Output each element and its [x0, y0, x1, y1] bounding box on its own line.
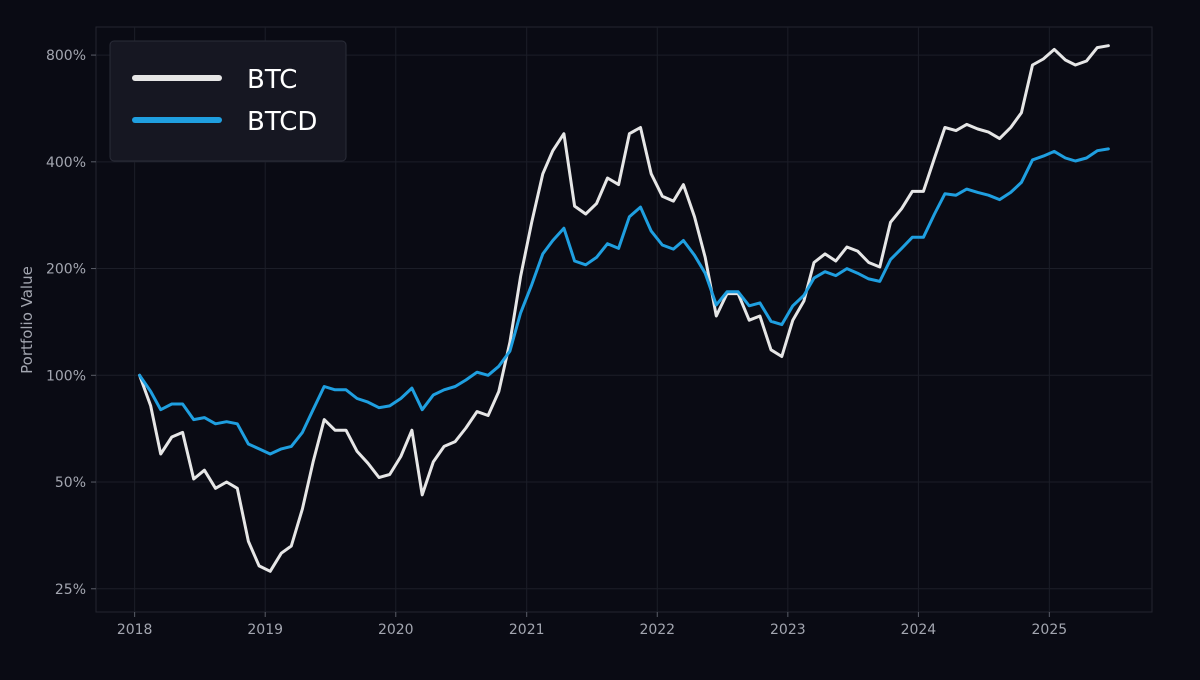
- x-tick-label: 2022: [639, 622, 675, 638]
- x-tick-label: 2024: [901, 622, 937, 638]
- y-axis-title: Portfolio Value: [18, 266, 36, 374]
- x-tick-label: 2020: [378, 622, 414, 638]
- series-lines: [138, 44, 1110, 573]
- y-tick-label: 25%: [55, 582, 86, 598]
- y-tick-label: 100%: [46, 368, 86, 384]
- legend-label-btcd: BTCD: [247, 107, 317, 137]
- y-tick-label: 200%: [46, 262, 86, 278]
- x-tick-label: 2021: [509, 622, 545, 638]
- x-tick-label: 2018: [117, 622, 153, 638]
- x-axis-ticks: 2018 2019 2020 2021 2022 2023 2024 2025: [117, 612, 1067, 638]
- x-tick-label: 2019: [247, 622, 283, 638]
- legend-box: [109, 40, 347, 162]
- y-tick-label: 50%: [55, 475, 86, 491]
- x-tick-label: 2025: [1032, 622, 1068, 638]
- x-tick-label: 2023: [770, 622, 806, 638]
- legend-label-btc: BTC: [247, 65, 297, 95]
- y-tick-label: 800%: [46, 48, 86, 64]
- legend: BTC BTCD: [109, 40, 347, 162]
- y-axis-ticks: 25% 50% 100% 200% 400% 800%: [46, 48, 96, 598]
- series-line-btc: [138, 44, 1110, 573]
- y-tick-label: 400%: [46, 155, 86, 171]
- series-line-btcd: [138, 147, 1110, 456]
